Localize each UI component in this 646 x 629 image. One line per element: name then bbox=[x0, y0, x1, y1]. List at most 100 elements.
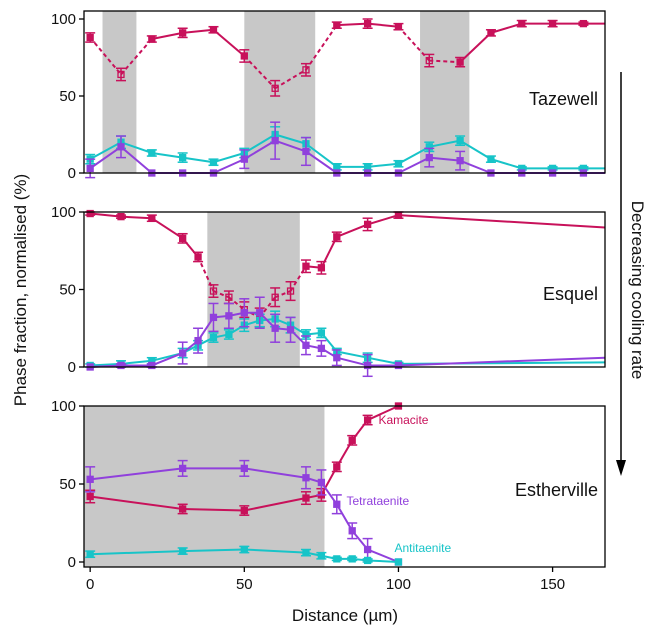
esquel-tetrataenite-series bbox=[86, 296, 606, 378]
tazewell-kamacite-line-segment bbox=[459, 32, 492, 63]
tazewell-kamacite-data-point bbox=[117, 70, 125, 79]
tazewell-panel-frame bbox=[83, 10, 606, 174]
tazewell-kamacite-line-segment bbox=[367, 22, 399, 28]
tazewell-tetrataenite-line-segment bbox=[398, 156, 430, 174]
tazewell-tetrataenite-data-point bbox=[86, 164, 94, 173]
esquel-kamacite-line-segment bbox=[90, 212, 122, 218]
tazewell-kamacite-line-segment bbox=[89, 36, 122, 76]
esquel-kamacite-data-point bbox=[317, 264, 326, 272]
esquel-tetrataenite-data-point bbox=[194, 336, 202, 345]
tazewell-tetrataenite-data-point bbox=[240, 155, 248, 163]
estherville-kamacite-data-point bbox=[240, 506, 248, 515]
estherville-tetrataenite-data-point bbox=[240, 464, 248, 473]
esquel-tetrataenite-data-point bbox=[333, 354, 341, 362]
estherville-kamacite-data-point bbox=[348, 436, 356, 444]
esquel-kamacite-data-point bbox=[363, 220, 372, 229]
tazewell-tetrataenite-data-point bbox=[271, 137, 279, 145]
esquel-y-tick-label: 100 bbox=[51, 204, 76, 221]
esquel-kamacite-data-point bbox=[117, 212, 125, 221]
esquel-panel-name: Esquel bbox=[543, 284, 598, 304]
cooling-rate-annotation: Decreasing cooling rate bbox=[628, 201, 646, 380]
esquel-tetrataenite-data-point bbox=[117, 361, 125, 370]
esquel-kamacite-line-segment bbox=[289, 265, 307, 292]
esquel-kamacite-data-point bbox=[148, 214, 156, 222]
esquel-tetrataenite-data-point bbox=[271, 324, 279, 332]
tazewell-antitaenite-data-point bbox=[363, 163, 372, 171]
tazewell-tetrataenite-data-point bbox=[302, 147, 310, 156]
estherville-tetrataenite-line-segment bbox=[367, 548, 399, 563]
tazewell-tetrataenite-data-point bbox=[425, 153, 433, 162]
esquel-kamacite-data-point bbox=[271, 293, 279, 301]
tazewell-kamacite-line-segment bbox=[243, 55, 276, 89]
estherville-tetrataenite-line-segment bbox=[244, 467, 307, 479]
esquel-kamacite-data-point bbox=[179, 234, 187, 243]
tazewell-kamacite-data-point bbox=[86, 33, 94, 42]
tazewell-kamacite-data-point bbox=[456, 58, 464, 66]
estherville-antitaenite-data-point bbox=[86, 550, 94, 558]
tazewell-antitaenite-line-segment bbox=[120, 141, 153, 154]
tazewell-antitaenite-line-segment bbox=[243, 133, 276, 154]
tazewell-kamacite-line-segment bbox=[120, 38, 153, 76]
estherville-tetrataenite-data-point bbox=[317, 478, 326, 487]
shaded-regions-layer bbox=[84, 11, 470, 567]
estherville-kamacite-line-segment bbox=[182, 507, 245, 512]
tazewell-antitaenite-data-point bbox=[148, 149, 156, 157]
tazewell-antitaenite-line-segment bbox=[274, 133, 307, 145]
tazewell-kamacite-line-segment bbox=[429, 59, 461, 64]
tazewell-kamacite-data-point bbox=[363, 19, 372, 28]
estherville-tetrataenite-data-point bbox=[363, 545, 372, 554]
estherville-y-tick-label: 0 bbox=[68, 554, 76, 571]
x-tick-label: 150 bbox=[540, 576, 565, 593]
esquel-kamacite-line-segment bbox=[398, 214, 606, 229]
tazewell-antitaenite-line-segment bbox=[459, 139, 492, 160]
tazewell-kamacite-line-segment bbox=[490, 22, 523, 34]
esquel-tetrataenite-data-point bbox=[225, 312, 233, 320]
esquel-tetrataenite-data-point bbox=[256, 309, 264, 317]
x-tick-label: 100 bbox=[386, 576, 411, 593]
estherville-antitaenite-data-point bbox=[333, 555, 341, 563]
esquel-kamacite-line-segment bbox=[336, 223, 368, 238]
estherville-tetrataenite-data-point bbox=[86, 475, 94, 483]
esquel-tetrataenite-data-point bbox=[240, 309, 248, 317]
tazewell-kamacite-data-point bbox=[179, 29, 187, 37]
estherville-tetrataenite-data-point bbox=[302, 474, 310, 482]
esquel-shaded-region-0 bbox=[207, 212, 300, 367]
estherville-tetrataenite-data-point bbox=[348, 527, 356, 535]
tazewell-antitaenite-line-segment bbox=[213, 152, 245, 164]
series-label-tetrataenite: Tetrataenite bbox=[346, 494, 409, 508]
esquel-y-tick-label: 50 bbox=[59, 282, 76, 299]
tazewell-kamacite-data-point bbox=[148, 35, 156, 43]
estherville-panel-name: Estherville bbox=[515, 480, 598, 500]
estherville-kamacite-line-segment bbox=[244, 497, 307, 512]
estherville-tetrataenite-line-segment bbox=[90, 467, 183, 481]
esquel-antitaenite-line-segment bbox=[120, 359, 152, 365]
tazewell-kamacite-data-point bbox=[548, 19, 557, 28]
series-label-kamacite: Kamacite bbox=[378, 413, 428, 427]
esquel-antitaenite-line-segment bbox=[90, 362, 122, 367]
esquel-tetrataenite-data-point bbox=[302, 341, 310, 349]
esquel-kamacite-data-point bbox=[286, 287, 295, 295]
estherville-antitaenite-data-point bbox=[240, 545, 248, 554]
esquel-kamacite-line-segment bbox=[120, 215, 152, 220]
esquel-tetrataenite-line-segment bbox=[336, 356, 368, 367]
tazewell-antitaenite-line-segment bbox=[89, 141, 122, 161]
estherville-panel-frame bbox=[83, 405, 606, 568]
tazewell-antitaenite-data-point bbox=[456, 137, 464, 145]
tazewell-kamacite-data-point bbox=[271, 84, 279, 92]
tazewell-kamacite-data-point bbox=[302, 66, 310, 74]
tazewell-antitaenite-line-segment bbox=[367, 162, 399, 168]
tazewell-kamacite-line-segment bbox=[151, 31, 183, 41]
estherville-kamacite-data-point bbox=[86, 492, 94, 501]
esquel-panel-frame bbox=[83, 211, 606, 368]
tazewell-kamacite-data-point bbox=[425, 56, 433, 65]
tazewell-tetrataenite-line-segment bbox=[243, 139, 276, 160]
estherville-shaded-region-0 bbox=[84, 406, 325, 567]
tazewell-antitaenite-line-segment bbox=[490, 158, 523, 170]
esquel-antitaenite-line-segment bbox=[367, 356, 399, 365]
tazewell-tetrataenite-line-segment bbox=[213, 158, 245, 174]
tazewell-antitaenite-line-segment bbox=[151, 151, 183, 159]
x-tick-label: 0 bbox=[86, 576, 94, 593]
tazewell-kamacite-data-point bbox=[579, 19, 588, 28]
esquel-kamacite-data-point bbox=[394, 211, 403, 219]
estherville-antitaenite-data-point bbox=[317, 552, 326, 560]
